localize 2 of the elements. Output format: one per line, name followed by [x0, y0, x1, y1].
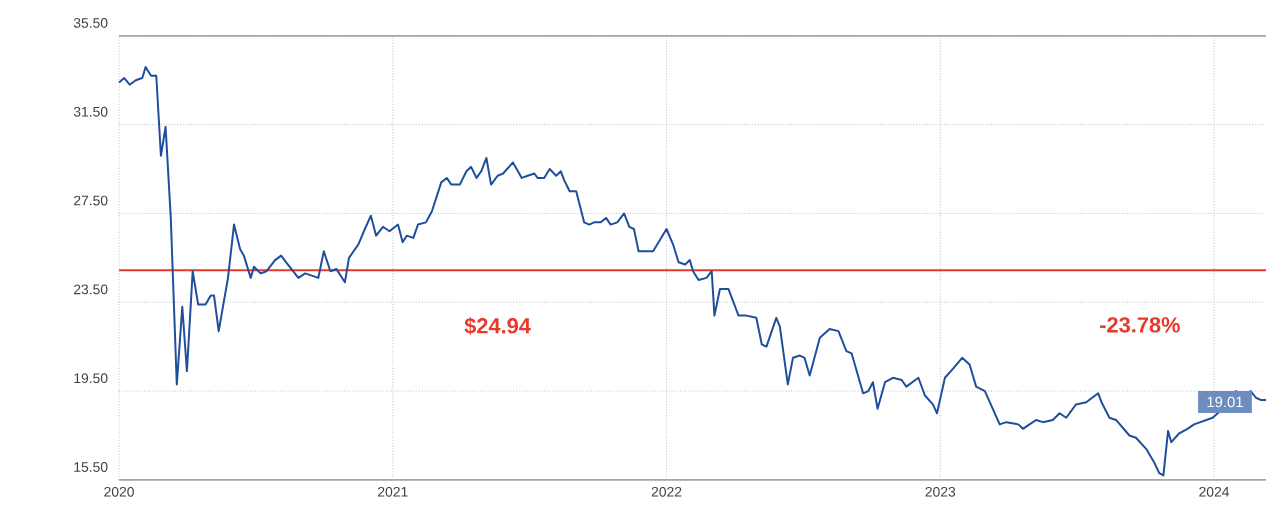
ref-line-label: $24.94 — [464, 317, 531, 336]
annotation: -23.78% — [1100, 317, 1180, 333]
